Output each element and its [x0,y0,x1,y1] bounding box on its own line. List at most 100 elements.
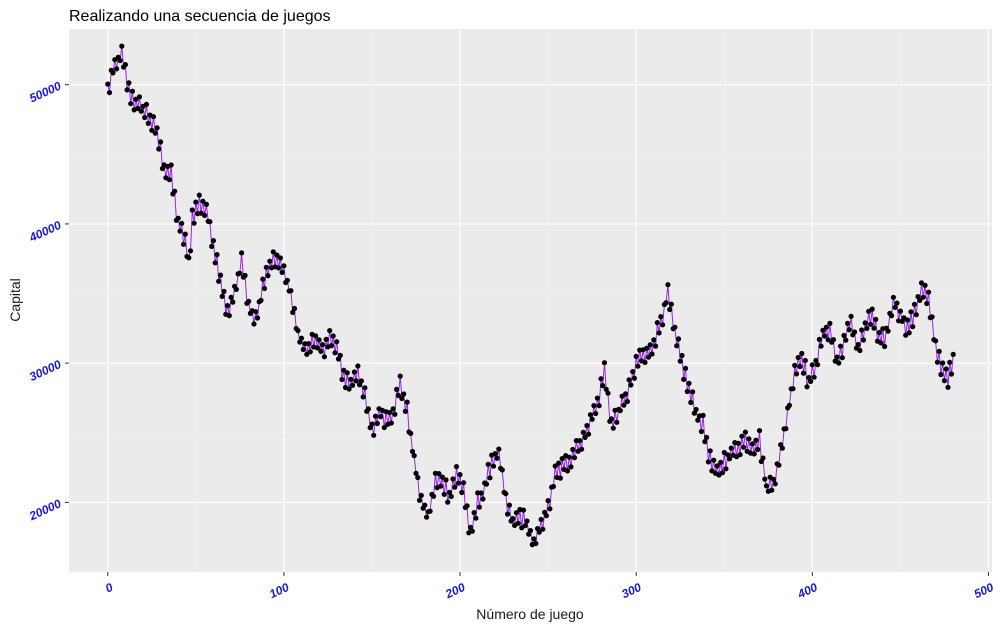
data-point [702,439,708,445]
data-point [852,329,858,335]
data-point [180,241,187,247]
data-point [397,373,403,379]
data-point [751,451,757,457]
data-point [741,444,747,450]
data-point [621,402,627,408]
data-point [904,317,911,323]
data-point [808,378,814,384]
data-point [411,453,417,459]
data-point [189,207,195,213]
data-point [515,520,521,526]
data-point [624,398,631,405]
data-point [675,336,682,342]
data-point [945,384,951,390]
data-point [408,430,414,436]
data-point [193,199,199,205]
data-point [448,493,454,500]
data-point [772,481,778,487]
data-point [756,428,763,434]
data-point [719,470,726,476]
data-point [755,446,761,453]
data-point [483,481,490,487]
data-point [441,491,447,497]
data-point [520,507,527,513]
data-point [117,57,123,64]
data-point [279,269,285,275]
data-point [424,514,430,520]
data-point [684,388,690,395]
data-point [536,529,542,535]
data-point [179,220,185,226]
data-point [647,342,653,348]
data-point [594,395,601,401]
data-point [150,114,157,120]
data-point [792,362,798,368]
data-point [228,294,234,300]
data-point [323,336,329,342]
data-point [645,354,652,360]
data-point [827,320,833,326]
data-point [556,460,562,466]
data-point [816,336,823,342]
data-point [351,369,357,375]
data-point [344,370,350,376]
data-point [321,354,327,360]
data-point [906,330,912,336]
data-point [348,376,354,382]
minor-gridlines [69,29,992,572]
data-point [478,490,484,496]
capital-series [105,43,956,548]
data-point [667,306,673,313]
data-point [418,492,424,498]
data-point [753,437,759,443]
data-point [557,475,564,481]
data-point [795,354,801,361]
data-point [688,399,694,406]
data-point [864,325,870,331]
data-point [166,177,172,183]
data-point [700,412,706,418]
data-point [207,219,213,225]
data-point [793,371,800,377]
data-point [822,333,828,339]
data-point [705,459,712,465]
data-point [209,243,215,249]
data-point [839,355,845,361]
data-point [172,188,178,194]
data-point [698,428,705,435]
data-point [142,114,148,121]
data-point [212,260,218,266]
data-point [802,357,808,364]
data-point [889,313,895,319]
data-point [471,509,477,516]
data-point [124,87,130,93]
data-point [926,289,932,295]
y-axis-title: Capital [7,278,23,322]
data-point [723,466,729,472]
data-point [168,162,174,168]
data-point [330,333,336,339]
data-point [114,66,120,72]
data-point [584,423,590,429]
data-point [804,384,810,390]
data-point [908,309,914,315]
data-point [582,434,588,440]
data-point [859,327,865,333]
data-point [461,480,467,486]
data-point [106,90,113,96]
data-point [177,228,183,234]
data-point [809,362,815,368]
data-point [601,360,608,366]
data-point [913,312,919,318]
data-point [328,343,335,349]
data-point [695,417,701,423]
data-point [281,263,287,269]
data-point [399,395,405,402]
data-point [540,526,546,532]
data-point [152,130,158,136]
data-point [187,248,194,254]
data-point [242,272,248,279]
data-point [841,332,847,339]
data-point [506,502,512,508]
